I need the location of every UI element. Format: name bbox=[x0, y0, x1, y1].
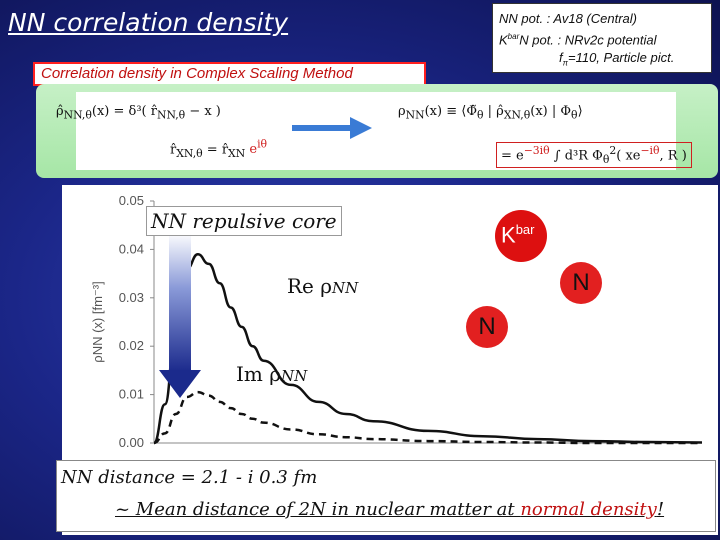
nucleon-left-icon: N bbox=[466, 306, 508, 348]
y-axis-label: ρNN (x) [fm⁻³] bbox=[90, 281, 105, 362]
im-rho-series-line bbox=[153, 390, 702, 445]
info-line-kbar-potential: KbarN pot. : NRv2c potential bbox=[499, 32, 657, 48]
y-tick-label: 0.05 bbox=[119, 193, 144, 208]
info-line-nn-potential: NN pot. : Av18 (Central) bbox=[499, 11, 637, 26]
re-rho-label: Re ρNN bbox=[287, 274, 359, 298]
conclusion-box: NN distance = 2.1 - i 0.3 fm ~ Mean dist… bbox=[56, 460, 716, 532]
im-rho-label: Im ρNN bbox=[236, 362, 308, 386]
down-arrow-shaft bbox=[169, 232, 191, 372]
y-tick-label: 0.00 bbox=[119, 435, 144, 450]
formula-arrow-icon bbox=[350, 117, 372, 139]
repulsive-core-label: NN repulsive core bbox=[146, 206, 342, 236]
kbar-particle-icon: Kbar bbox=[495, 210, 547, 262]
info-line-f-pi: fπ=110, Particle pict. bbox=[559, 50, 675, 68]
mean-distance-text: ~ Mean distance of 2N in nuclear matter … bbox=[115, 499, 665, 520]
down-arrow-icon bbox=[159, 370, 201, 398]
formula-density-integral: = e−3iθ ∫ d³R Φθ2( xe−iθ, R ) bbox=[496, 142, 692, 168]
parameter-info-box: NN pot. : Av18 (Central) KbarN pot. : NR… bbox=[492, 3, 712, 73]
re-rho-series-line bbox=[152, 252, 703, 445]
formula-arrow-shaft bbox=[292, 125, 350, 131]
formula-panel bbox=[36, 84, 718, 178]
formula-background bbox=[76, 92, 676, 170]
formula-density-definition: ρNN(x) ≡ ⟨Φ̃θ | ρ̂XN,θ(x) | Φθ⟩ bbox=[398, 104, 583, 122]
y-tick-label: 0.04 bbox=[119, 241, 144, 256]
y-tick-label: 0.03 bbox=[119, 290, 144, 305]
nn-distance-text: NN distance = 2.1 - i 0.3 fm bbox=[61, 467, 318, 488]
formula-density-operator: ρ̂NN,θ(x) = δ³( r̂NN,θ − x ) bbox=[56, 104, 221, 122]
formula-complex-scaling: r̂XN,θ = r̂XN eiθ bbox=[170, 138, 268, 160]
nucleon-right-icon: N bbox=[560, 262, 602, 304]
method-label: Correlation density in Complex Scaling M… bbox=[33, 62, 426, 86]
y-tick-label: 0.01 bbox=[119, 387, 144, 402]
slide-title: NN correlation density bbox=[8, 8, 289, 37]
chart-axes bbox=[153, 201, 702, 444]
y-tick-label: 0.02 bbox=[119, 338, 144, 353]
